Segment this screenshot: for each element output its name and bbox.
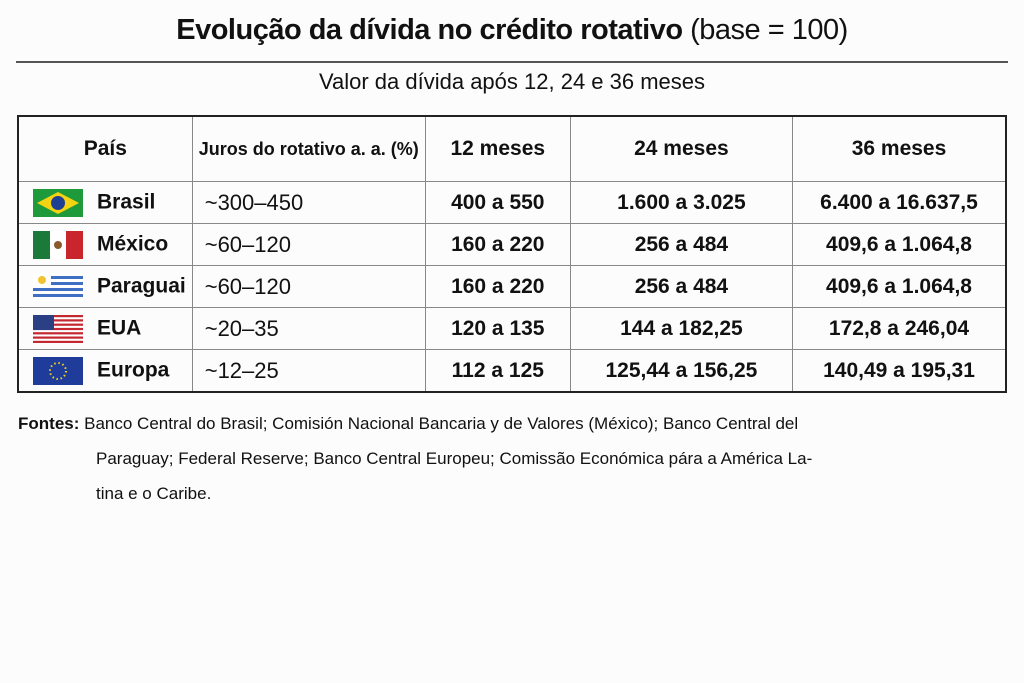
m24-cell: 256 a 484 (569, 265, 794, 308)
table-row: Europa ~12–25 112 a 125 125,44 a 156,25 … (17, 349, 1007, 393)
sources-text: Banco Central do Brasil; Comisión Nacion… (84, 414, 799, 433)
brazil-flag-icon (33, 188, 83, 217)
sources-label: Fontes: (18, 414, 80, 433)
m36-cell: 409,6 a 1.064,8 (792, 223, 1007, 266)
m24-cell: 125,44 a 156,25 (569, 349, 794, 393)
table-row: México ~60–120 160 a 220 256 a 484 409,6… (17, 223, 1007, 266)
m24-cell: 256 a 484 (569, 223, 794, 266)
m12-cell: 160 a 220 (424, 265, 571, 308)
data-table: País Juros do rotativo a. a. (%) 12 mese… (17, 115, 1007, 393)
page-title: Evolução da dívida no crédito rotativo (… (0, 14, 1024, 47)
country-cell: EUA (17, 307, 193, 350)
col-header: País (17, 115, 193, 182)
country-name: Europa (97, 358, 170, 382)
m36-cell: 172,8 a 246,04 (792, 307, 1007, 350)
m12-cell: 400 a 550 (424, 181, 571, 224)
col-header: 36 meses (792, 115, 1007, 182)
table-row: Brasil ~300–450 400 a 550 1.600 a 3.025 … (17, 181, 1007, 224)
rate-cell: ~20–35 (191, 307, 426, 350)
m12-cell: 112 a 125 (424, 349, 571, 393)
sources-text: Paraguay; Federal Reserve; Banco Central… (96, 449, 813, 468)
country-name: Brasil (97, 190, 156, 214)
m24-cell: 144 a 182,25 (569, 307, 794, 350)
country-cell: Paraguai (17, 265, 193, 308)
col-header: 24 meses (569, 115, 794, 182)
sources: Fontes: Banco Central do Brasil; Comisió… (18, 406, 978, 511)
subtitle: Valor da dívida após 12, 24 e 36 meses (318, 69, 706, 94)
m12-cell: 120 a 135 (424, 307, 571, 350)
country-name: EUA (97, 316, 142, 340)
rate-cell: ~300–450 (191, 181, 426, 224)
eu-flag-icon (33, 356, 83, 385)
country-cell: México (17, 223, 193, 266)
sources-text: tina e o Caribe. (96, 484, 212, 503)
uruguay-style-flag-icon (33, 272, 83, 301)
title-divider (16, 61, 1008, 63)
title-suffix: (base = 100) (690, 14, 848, 46)
m12-cell: 160 a 220 (424, 223, 571, 266)
rate-cell: ~60–120 (191, 223, 426, 266)
usa-flag-icon (33, 314, 83, 343)
country-name: México (97, 232, 169, 256)
rate-cell: ~60–120 (191, 265, 426, 308)
table-row: EUA ~20–35 120 a 135 144 a 182,25 172,8 … (17, 307, 1007, 350)
m36-cell: 6.400 a 16.637,5 (792, 181, 1007, 224)
m36-cell: 409,6 a 1.064,8 (792, 265, 1007, 308)
m36-cell: 140,49 a 195,31 (792, 349, 1007, 393)
mexico-flag-icon (33, 230, 83, 259)
col-header: Juros do rotativo a. a. (%) (191, 115, 426, 182)
header-row: País Juros do rotativo a. a. (%) 12 mese… (17, 115, 1007, 182)
rate-cell: ~12–25 (191, 349, 426, 393)
country-cell: Brasil (17, 181, 193, 224)
country-name: Paraguai (97, 274, 186, 298)
country-cell: Europa (17, 349, 193, 393)
col-header: 12 meses (424, 115, 571, 182)
title-main: Evolução da dívida no crédito rotativo (176, 14, 683, 46)
m24-cell: 1.600 a 3.025 (569, 181, 794, 224)
table-row: Paraguai ~60–120 160 a 220 256 a 484 409… (17, 265, 1007, 308)
